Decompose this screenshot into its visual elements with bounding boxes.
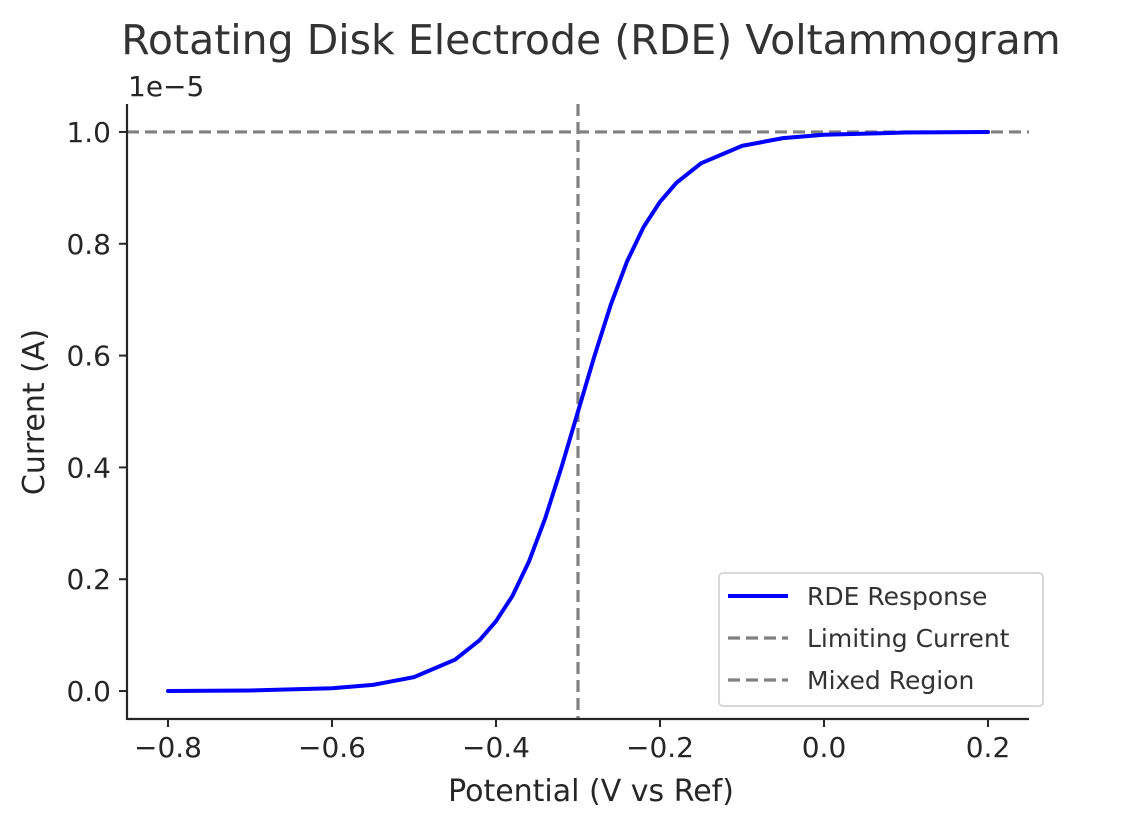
x-tick-label: −0.6 <box>298 731 366 764</box>
x-tick-label: 0.0 <box>802 731 847 764</box>
y-tick-label: 0.0 <box>66 675 111 708</box>
x-tick-label: −0.8 <box>134 731 202 764</box>
y-tick-label: 0.6 <box>66 340 111 373</box>
legend: RDE Response Limiting Current Mixed Regi… <box>718 572 1044 707</box>
plot-area <box>127 104 1029 719</box>
legend-label-rde-response: RDE Response <box>807 582 987 611</box>
y-tick-label: 1.0 <box>66 116 111 149</box>
y-tick-label: 0.2 <box>66 563 111 596</box>
y-axis-ticks: 0.0 0.2 0.4 0.6 0.8 1.0 <box>66 116 127 708</box>
x-tick-label: 0.2 <box>966 731 1011 764</box>
chart-title: Rotating Disk Electrode (RDE) Voltammogr… <box>121 16 1060 64</box>
x-axis-ticks: −0.8 −0.6 −0.4 −0.2 0.0 0.2 <box>134 719 1010 764</box>
y-tick-label: 0.8 <box>66 228 111 261</box>
x-axis-label: Potential (V vs Ref) <box>448 774 734 809</box>
x-tick-label: −0.4 <box>462 731 530 764</box>
legend-label-limiting-current: Limiting Current <box>807 624 1010 653</box>
y-tick-label: 0.4 <box>66 451 111 484</box>
x-tick-label: −0.2 <box>626 731 694 764</box>
y-axis-label: Current (A) <box>17 329 52 495</box>
rde-response-line <box>166 130 990 693</box>
y-axis-offset-label: 1e−5 <box>128 70 204 103</box>
legend-box <box>718 572 1044 707</box>
legend-label-mixed-region: Mixed Region <box>807 666 974 695</box>
